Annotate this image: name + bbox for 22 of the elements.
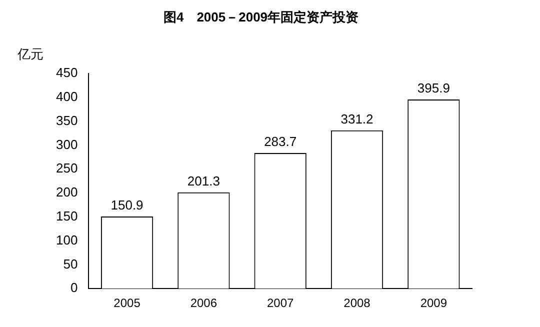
data-label: 201.3	[187, 174, 220, 188]
x-tick-label: 2005	[114, 296, 141, 310]
y-tick-label: 250	[56, 160, 78, 176]
y-tick-label: 50	[63, 256, 78, 272]
chart-title: 图4 2005－2009年固定资产投资	[163, 9, 359, 24]
y-tick-label: 150	[56, 208, 78, 224]
x-tick-label: 2007	[266, 296, 294, 310]
x-tick-label: 2008	[344, 296, 371, 310]
x-tick-label: 2009	[420, 296, 448, 310]
data-label: 395.9	[417, 80, 450, 96]
y-tick-label: 450	[56, 65, 78, 80]
data-label: 331.2	[340, 111, 374, 126]
y-tick-label: 400	[56, 89, 78, 104]
y-axis-title: 亿元	[16, 46, 44, 62]
y-tick-label: 200	[56, 184, 78, 200]
x-tick-label: 2006	[190, 296, 218, 310]
y-tick-label: 300	[56, 136, 78, 152]
data-label: 283.7	[264, 134, 297, 150]
data-label: 150.9	[110, 198, 144, 213]
y-tick-label: 0	[70, 280, 78, 296]
y-tick-label: 350	[56, 112, 78, 128]
y-tick-label: 100	[56, 232, 78, 248]
